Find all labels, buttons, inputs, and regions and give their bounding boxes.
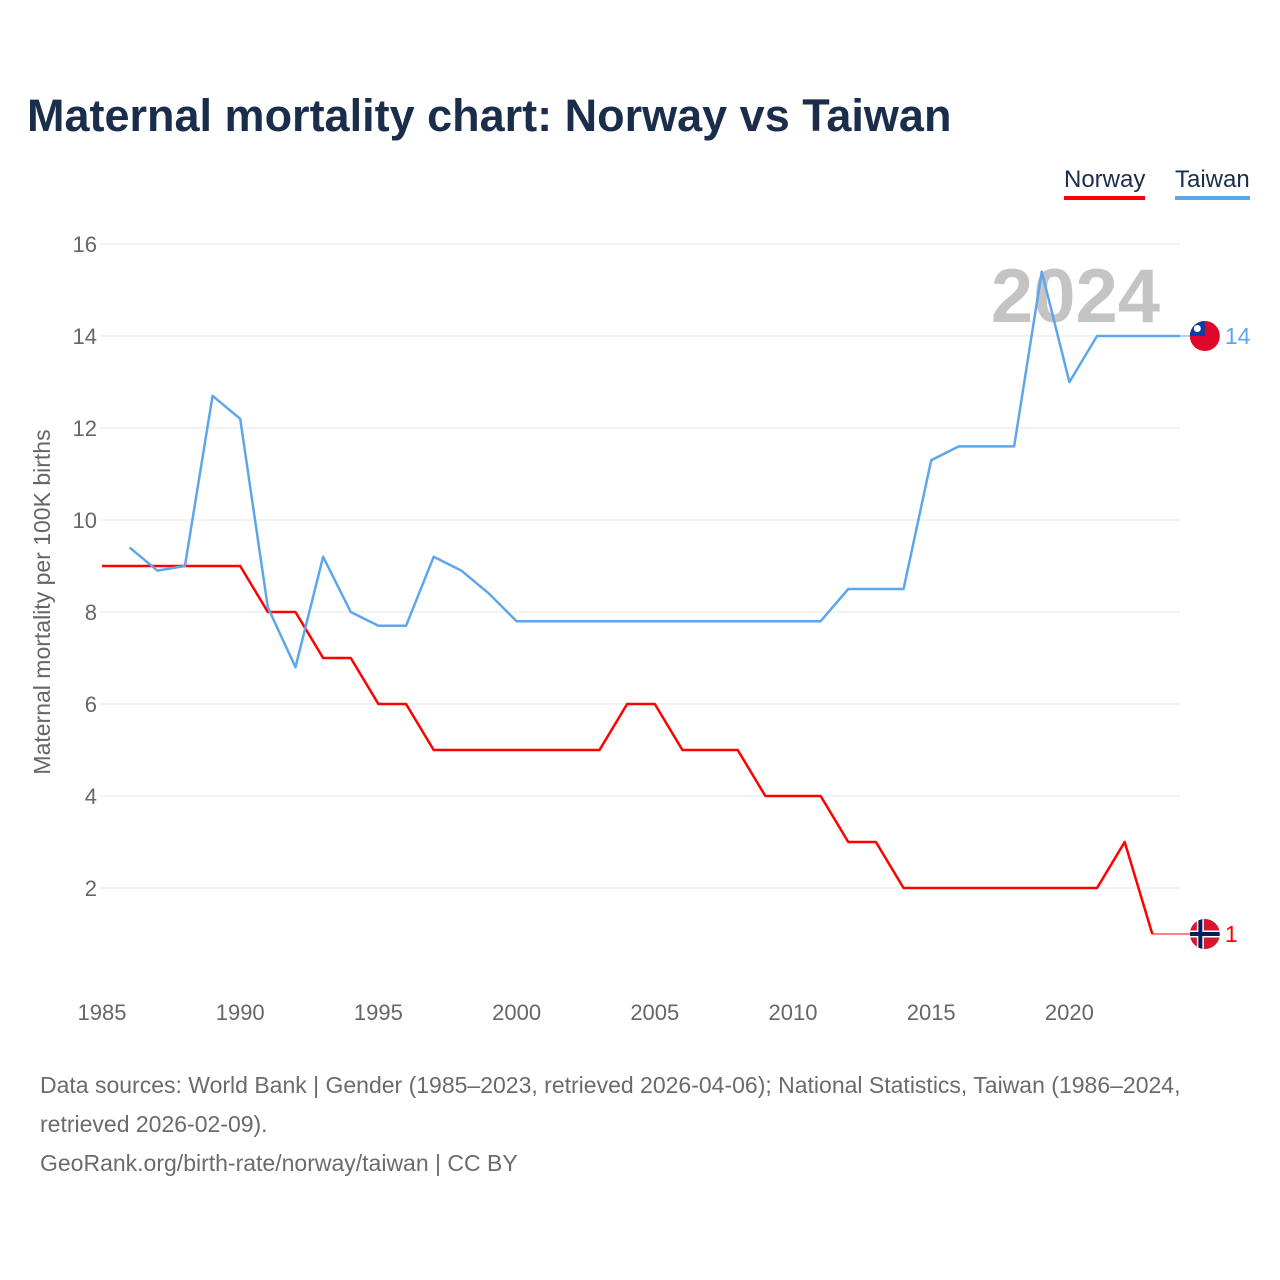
line-chart: 2 4 6 8 10 12 14 16 1985 1990 1995 2000 2005 2010 2015… [29, 232, 1251, 1025]
y-tick-label: 4 [85, 784, 97, 809]
source-note: Data sources: World Bank | Gender (1985–… [40, 1066, 1240, 1183]
legend-taiwan[interactable]: Taiwan [1175, 166, 1250, 200]
series-line-norway [102, 564, 1154, 935]
y-axis-label: Maternal mortality per 100K births [29, 429, 55, 774]
chart-title: Maternal mortality chart: Norway vs Taiw… [27, 90, 952, 141]
y-tick-label: 10 [73, 508, 97, 533]
source-text: Data sources: World Bank | Gender (1985–… [40, 1072, 1181, 1137]
y-tick-label: 8 [85, 600, 97, 625]
legend-norway[interactable]: Norway [1064, 166, 1146, 200]
series-line-taiwan [128, 270, 1180, 669]
taiwan-end-label: 14 [1225, 323, 1251, 349]
year-watermark: 2024 [991, 254, 1160, 339]
x-tick-label: 1995 [354, 1000, 403, 1025]
x-tick-label: 2020 [1045, 1000, 1094, 1025]
x-tick-label: 1990 [216, 1000, 265, 1025]
x-tick-label: 2000 [492, 1000, 541, 1025]
norway-end-label: 1 [1225, 921, 1238, 947]
y-tick-label: 2 [85, 876, 97, 901]
x-tick-label: 2005 [630, 1000, 679, 1025]
y-tick-label: 14 [73, 324, 97, 349]
y-tick-label: 16 [73, 232, 97, 257]
y-tick-label: 6 [85, 692, 97, 717]
y-tick-label: 12 [73, 416, 97, 441]
x-tick-label: 2010 [769, 1000, 818, 1025]
norway-flag-icon [1189, 919, 1220, 949]
x-tick-label: 2015 [907, 1000, 956, 1025]
source-link[interactable]: GeoRank.org/birth-rate/norway/taiwan | C… [40, 1150, 518, 1176]
x-tick-label: 1985 [78, 1000, 127, 1025]
taiwan-flag-icon [1189, 321, 1220, 351]
